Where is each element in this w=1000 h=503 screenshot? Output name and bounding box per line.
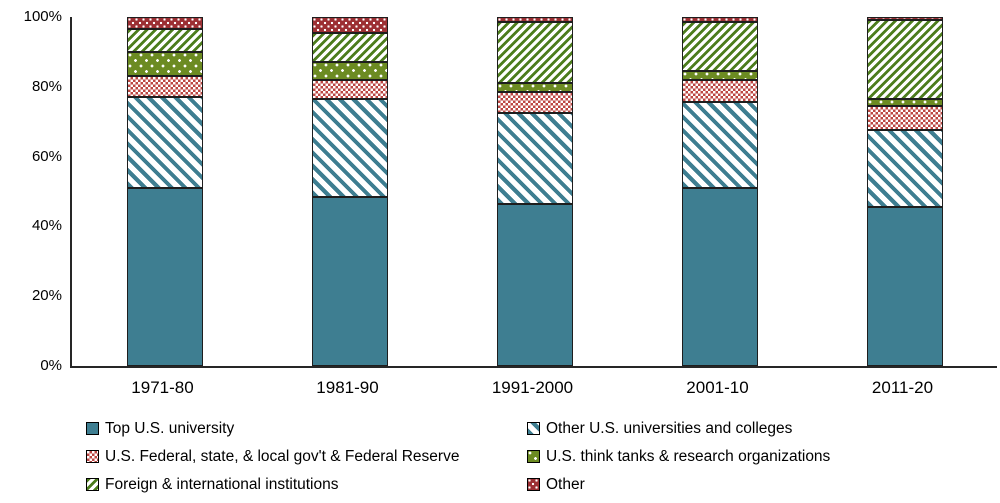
legend-item: U.S. think tanks & research organization… [527,447,986,466]
bar-slot-1991-2000 [442,17,627,366]
legend-label: U.S. Federal, state, & local gov't & Fed… [105,448,460,465]
bar-segment [681,187,758,366]
bar-2011-20 [866,17,943,366]
bar-segment [311,62,388,80]
legend-item: U.S. Federal, state, & local gov't & Fed… [86,447,527,466]
bar-segment [866,105,943,131]
bar-segment [311,98,388,197]
x-tick-label: 2011-20 [871,378,934,397]
legend-item: Other [527,475,986,494]
legend-swatch-icon [86,422,99,435]
bar-slot-2011-20 [812,17,997,366]
y-tick-label: 40% [31,217,62,235]
legend-item: Other U.S. universities and colleges [527,419,986,438]
legend-swatch-icon [527,422,540,435]
bar-1991-2000 [496,17,573,366]
legend-swatch-icon [86,478,99,491]
bar-segment [311,79,388,99]
bar-segment [866,130,943,208]
legend-label: Other U.S. universities and colleges [546,420,793,437]
bar-segment [126,97,203,188]
bar-segment [866,99,943,106]
legend-swatch-icon [86,450,99,463]
bar-segment [681,71,758,80]
legend-label: Top U.S. university [105,420,235,437]
y-axis: 0% 20% 40% 60% 80% 100% [0,0,62,503]
y-tick-label: 20% [31,287,62,305]
bar-slot-1971-80 [72,17,257,366]
bar-segment [126,51,203,77]
bar-slot-2001-10 [627,17,812,366]
bar-segment [496,22,573,84]
bar-segment [496,83,573,93]
legend-item: Foreign & international institutions [86,475,527,494]
bar-segment [681,102,758,188]
y-tick-label: 60% [31,147,62,165]
bar-segment [866,207,943,366]
x-tick-label: 2001-10 [686,378,749,397]
bar-segment [311,196,388,366]
x-tick-label: 1991-2000 [491,378,574,397]
bar-segment [866,20,943,99]
bar-segment [496,17,573,23]
bar-segment [681,22,758,72]
legend-label: U.S. think tanks & research organization… [546,448,831,465]
x-axis: 1971-80 1981-90 1991-2000 2001-10 2011-20 [70,378,995,398]
bar-segment [496,112,573,204]
x-tick-label: 1981-90 [316,378,379,397]
bar-segment [496,92,573,113]
bar-segment [496,203,573,366]
bar-segment [311,32,388,63]
bar-segment [681,17,758,23]
bar-segment [126,76,203,98]
legend-swatch-icon [527,450,540,463]
bar-segment [681,79,758,103]
y-tick-label: 80% [31,77,62,95]
legend: Top U.S. university Other U.S. universiti… [86,419,986,494]
legend-label: Other [546,476,585,493]
bar-1971-80 [126,17,203,366]
bar-segment [866,17,943,21]
bar-segment [126,187,203,366]
bar-segment [126,29,203,52]
x-tick-label: 1971-80 [131,378,194,397]
legend-label: Foreign & international institutions [105,476,339,493]
y-tick-label: 0% [40,357,62,374]
bar-1981-90 [311,17,388,366]
plot-area [70,17,997,368]
y-tick-label: 100% [23,8,62,25]
legend-swatch-icon [527,478,540,491]
bar-segment [311,17,388,33]
legend-item: Top U.S. university [86,419,527,438]
bar-2001-10 [681,17,758,366]
bar-slot-1981-90 [257,17,442,366]
bar-segment [126,17,203,30]
